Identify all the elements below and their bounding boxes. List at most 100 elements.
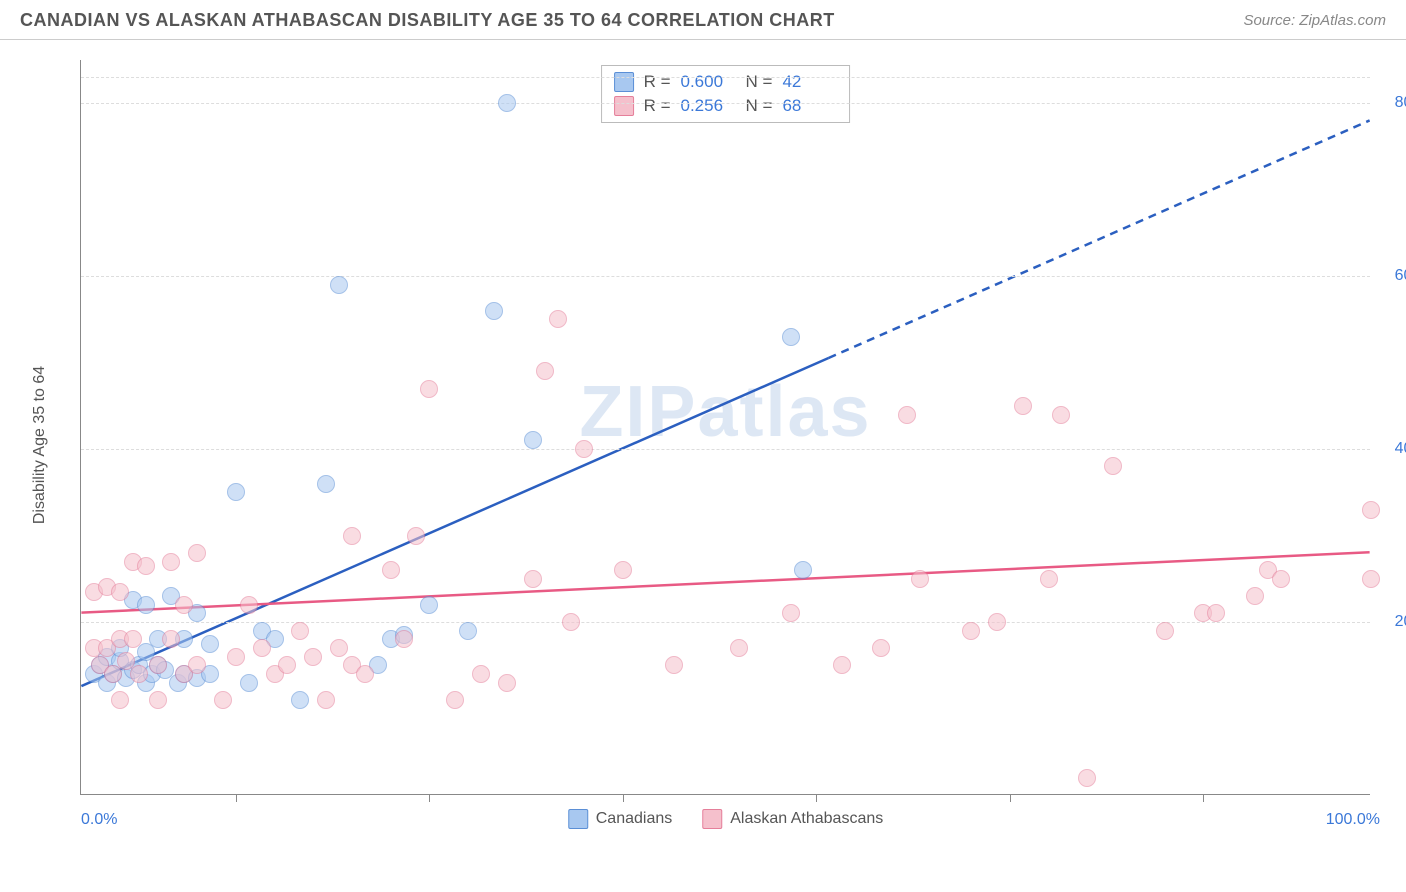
data-point bbox=[291, 691, 309, 709]
data-point bbox=[317, 691, 335, 709]
data-point bbox=[1272, 570, 1290, 588]
data-point bbox=[162, 630, 180, 648]
data-point bbox=[524, 431, 542, 449]
n-value: 68 bbox=[782, 96, 837, 116]
data-point bbox=[420, 596, 438, 614]
data-point bbox=[330, 276, 348, 294]
trendline-solid bbox=[81, 358, 828, 686]
legend-swatch bbox=[702, 809, 722, 829]
data-point bbox=[278, 656, 296, 674]
data-point bbox=[498, 94, 516, 112]
chart-source: Source: ZipAtlas.com bbox=[1243, 12, 1386, 29]
n-value: 42 bbox=[782, 72, 837, 92]
data-point bbox=[188, 656, 206, 674]
stats-row: R =0.256N =68 bbox=[614, 94, 838, 118]
series-swatch bbox=[614, 96, 634, 116]
data-point bbox=[420, 380, 438, 398]
y-tick-label: 20.0% bbox=[1380, 613, 1406, 631]
data-point bbox=[536, 362, 554, 380]
data-point bbox=[343, 527, 361, 545]
data-point bbox=[833, 656, 851, 674]
data-point bbox=[1362, 570, 1380, 588]
chart-header: CANADIAN VS ALASKAN ATHABASCAN DISABILIT… bbox=[0, 0, 1406, 40]
n-label: N = bbox=[746, 96, 773, 116]
data-point bbox=[524, 570, 542, 588]
watermark: ZIPatlas bbox=[579, 371, 871, 453]
legend-label: Canadians bbox=[596, 810, 673, 828]
gridline bbox=[81, 77, 1370, 78]
data-point bbox=[356, 665, 374, 683]
data-point bbox=[872, 639, 890, 657]
series-swatch bbox=[614, 72, 634, 92]
data-point bbox=[459, 622, 477, 640]
data-point bbox=[472, 665, 490, 683]
data-point bbox=[1246, 587, 1264, 605]
data-point bbox=[137, 596, 155, 614]
legend-item: Canadians bbox=[568, 809, 673, 829]
data-point bbox=[1156, 622, 1174, 640]
data-point bbox=[304, 648, 322, 666]
trendline-dashed bbox=[829, 120, 1370, 358]
data-point bbox=[130, 665, 148, 683]
data-point bbox=[382, 561, 400, 579]
data-point bbox=[962, 622, 980, 640]
y-tick-label: 80.0% bbox=[1380, 94, 1406, 112]
data-point bbox=[111, 691, 129, 709]
trendlines-layer bbox=[81, 60, 1370, 794]
data-point bbox=[730, 639, 748, 657]
x-axis-min-label: 0.0% bbox=[81, 811, 117, 829]
data-point bbox=[911, 570, 929, 588]
data-point bbox=[317, 475, 335, 493]
series-legend: Canadians Alaskan Athabascans bbox=[568, 809, 884, 829]
x-axis-max-label: 100.0% bbox=[1326, 811, 1380, 829]
data-point bbox=[446, 691, 464, 709]
scatter-plot: ZIPatlas R =0.600N =42R =0.256N =68 Cana… bbox=[80, 60, 1370, 795]
data-point bbox=[188, 544, 206, 562]
data-point bbox=[485, 302, 503, 320]
data-point bbox=[575, 440, 593, 458]
x-tick bbox=[429, 794, 430, 802]
r-value: 0.600 bbox=[681, 72, 736, 92]
x-tick bbox=[623, 794, 624, 802]
x-tick bbox=[1203, 794, 1204, 802]
data-point bbox=[562, 613, 580, 631]
data-point bbox=[782, 604, 800, 622]
data-point bbox=[137, 557, 155, 575]
gridline bbox=[81, 103, 1370, 104]
data-point bbox=[162, 553, 180, 571]
r-label: R = bbox=[644, 96, 671, 116]
data-point bbox=[330, 639, 348, 657]
y-tick-label: 40.0% bbox=[1380, 440, 1406, 458]
data-point bbox=[149, 691, 167, 709]
data-point bbox=[124, 630, 142, 648]
data-point bbox=[898, 406, 916, 424]
x-tick bbox=[236, 794, 237, 802]
data-point bbox=[240, 596, 258, 614]
data-point bbox=[240, 674, 258, 692]
data-point bbox=[549, 310, 567, 328]
data-point bbox=[988, 613, 1006, 631]
data-point bbox=[1207, 604, 1225, 622]
trendline-solid bbox=[81, 552, 1369, 612]
data-point bbox=[1362, 501, 1380, 519]
data-point bbox=[175, 596, 193, 614]
legend-item: Alaskan Athabascans bbox=[702, 809, 883, 829]
data-point bbox=[1078, 769, 1096, 787]
data-point bbox=[149, 656, 167, 674]
data-point bbox=[253, 639, 271, 657]
data-point bbox=[1052, 406, 1070, 424]
stats-legend-box: R =0.600N =42R =0.256N =68 bbox=[601, 65, 851, 123]
data-point bbox=[214, 691, 232, 709]
x-tick bbox=[816, 794, 817, 802]
gridline bbox=[81, 622, 1370, 623]
gridline bbox=[81, 449, 1370, 450]
data-point bbox=[227, 648, 245, 666]
x-tick bbox=[1010, 794, 1011, 802]
chart-title: CANADIAN VS ALASKAN ATHABASCAN DISABILIT… bbox=[20, 10, 835, 31]
stats-row: R =0.600N =42 bbox=[614, 70, 838, 94]
data-point bbox=[111, 583, 129, 601]
r-label: R = bbox=[644, 72, 671, 92]
data-point bbox=[395, 630, 413, 648]
y-axis-title: Disability Age 35 to 64 bbox=[31, 366, 49, 524]
gridline bbox=[81, 276, 1370, 277]
